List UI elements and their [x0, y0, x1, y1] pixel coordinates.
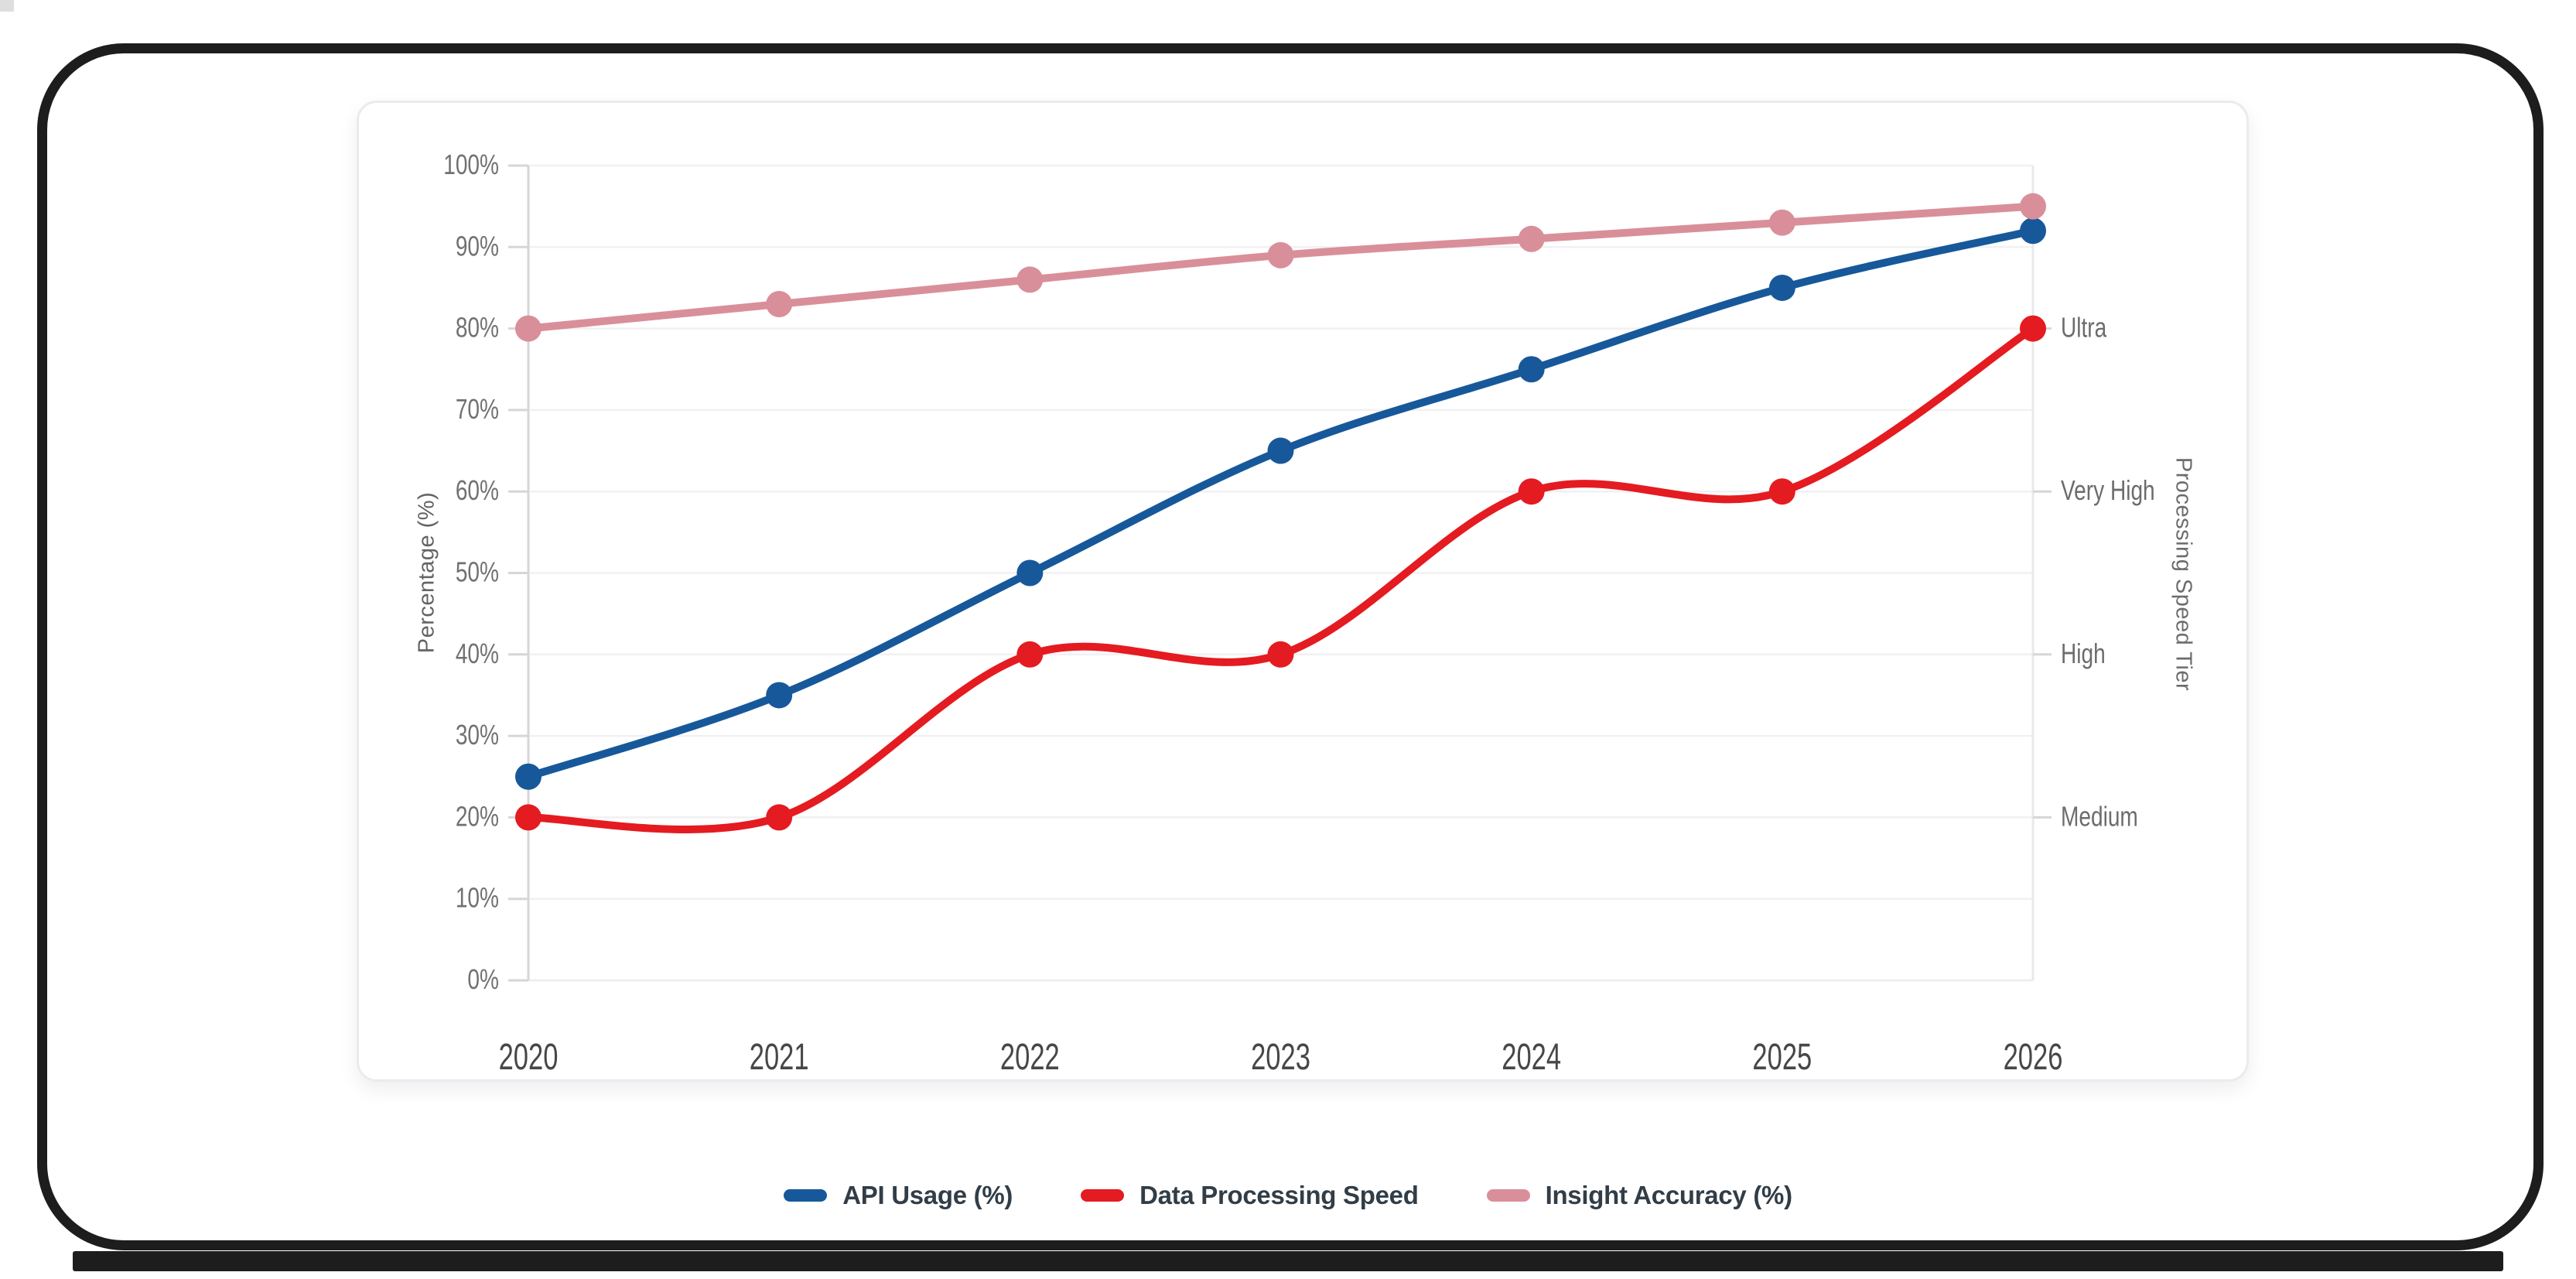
- x-axis-label: 2020: [499, 1035, 559, 1077]
- x-axis-label: 2026: [2004, 1035, 2063, 1077]
- series-line-api-usage-: [524, 227, 2037, 781]
- legend-label-data-processing-speed: Data Processing Speed: [1139, 1181, 1419, 1209]
- data-point[interactable]: [515, 315, 542, 342]
- legend-label-api-usage: API Usage (%): [842, 1181, 1013, 1209]
- right-axis-tick-label: High: [2061, 638, 2106, 669]
- data-point[interactable]: [1768, 274, 1795, 301]
- legend-swatch-insight-accuracy: [1486, 1189, 1530, 1202]
- data-point[interactable]: [1267, 241, 1294, 268]
- x-axis-label: 2024: [1502, 1035, 1561, 1077]
- data-point[interactable]: [515, 804, 542, 831]
- data-point[interactable]: [766, 804, 793, 831]
- left-axis-tick-label: 10%: [456, 882, 499, 913]
- left-axis-tick-label: 30%: [456, 720, 499, 751]
- data-point[interactable]: [1768, 478, 1795, 505]
- left-axis-tick-label: 20%: [456, 801, 499, 832]
- left-axis-tick-label: 40%: [456, 638, 499, 669]
- data-point[interactable]: [766, 291, 793, 318]
- x-axis-label: 2025: [1752, 1035, 1812, 1077]
- left-axis-tick-label: 90%: [456, 231, 499, 262]
- x-axis-label: 2023: [1251, 1035, 1310, 1077]
- x-axis-label: 2021: [750, 1035, 809, 1077]
- left-axis-tick-label: 50%: [456, 556, 499, 587]
- data-point[interactable]: [1768, 209, 1795, 236]
- left-axis-tick-label: 80%: [456, 312, 499, 343]
- right-axis-tick-label: Ultra: [2061, 312, 2106, 343]
- x-axis-label: 2022: [1000, 1035, 1060, 1077]
- data-point[interactable]: [1518, 478, 1545, 505]
- data-point[interactable]: [1016, 266, 1044, 293]
- left-axis-tick-label: 70%: [456, 394, 499, 425]
- legend-label-insight-accuracy: Insight Accuracy (%): [1545, 1181, 1792, 1209]
- outer-frame: [37, 43, 2544, 1250]
- right-axis-tick-label: Very High: [2061, 475, 2155, 506]
- data-point[interactable]: [515, 763, 542, 790]
- data-point[interactable]: [1518, 225, 1545, 252]
- data-point[interactable]: [1016, 559, 1044, 586]
- data-point[interactable]: [2020, 217, 2046, 245]
- legend-item-insight-accuracy[interactable]: Insight Accuracy (%): [1486, 1181, 1792, 1210]
- data-point[interactable]: [2020, 193, 2046, 220]
- data-point[interactable]: [766, 682, 793, 709]
- legend-swatch-api-usage: [784, 1189, 828, 1202]
- legend-item-api-usage[interactable]: API Usage (%): [784, 1181, 1013, 1210]
- corner-artifact: [0, 0, 14, 12]
- right-axis-tick-label: Medium: [2061, 801, 2138, 832]
- chart-legend: API Usage (%) Data Processing Speed Insi…: [0, 1181, 2576, 1210]
- left-axis-title: Percentage (%): [414, 491, 439, 654]
- data-point[interactable]: [2020, 315, 2046, 342]
- left-axis-tick-label: 0%: [467, 964, 499, 995]
- chart-card: [357, 101, 2249, 1082]
- left-axis-tick-label: 60%: [456, 475, 499, 506]
- frame-bottom-bar: [73, 1251, 2503, 1271]
- left-axis-tick-label: 100%: [443, 149, 499, 180]
- data-point[interactable]: [1267, 641, 1294, 668]
- right-axis-title: Processing Speed Tier: [2171, 457, 2196, 692]
- series-line-data-processing-speed: [524, 324, 2037, 833]
- data-point[interactable]: [1016, 641, 1044, 668]
- legend-item-data-processing-speed[interactable]: Data Processing Speed: [1081, 1181, 1419, 1210]
- data-point[interactable]: [1267, 437, 1294, 464]
- legend-swatch-data-processing-speed: [1081, 1189, 1125, 1202]
- data-point[interactable]: [1518, 356, 1545, 383]
